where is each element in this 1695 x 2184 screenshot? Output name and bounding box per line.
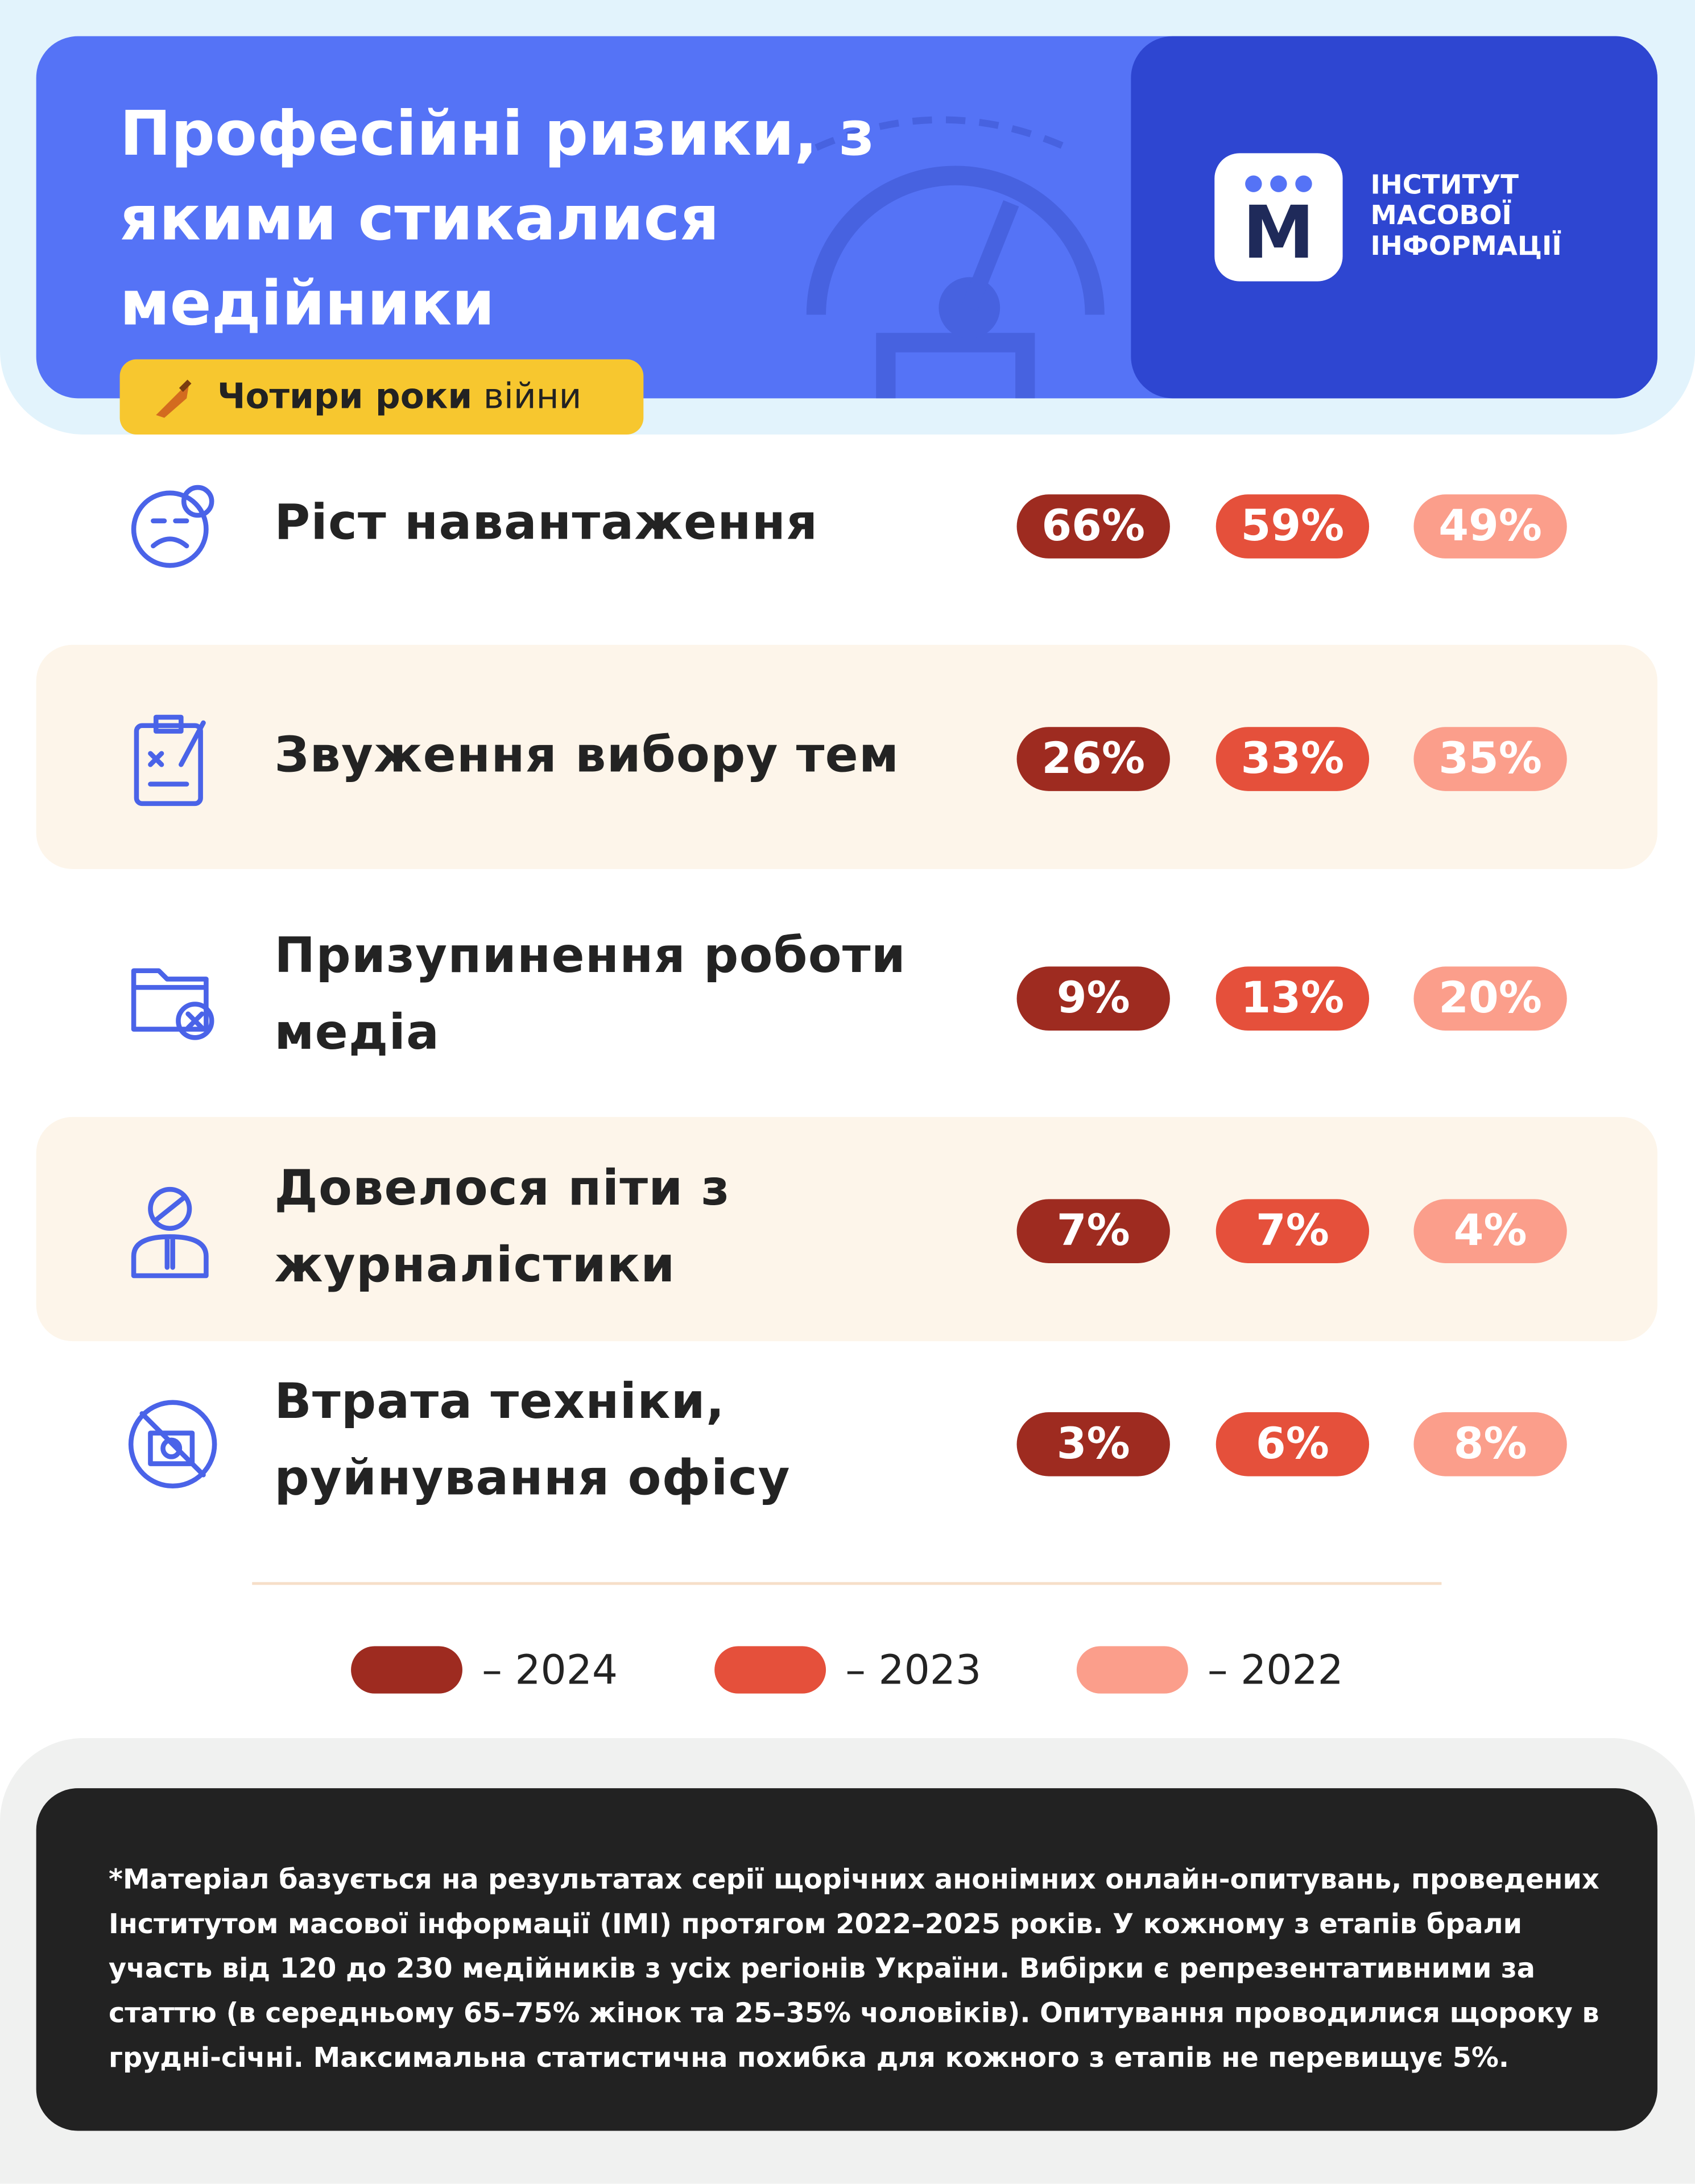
value-pill: 66%	[1016, 494, 1170, 559]
legend-swatch	[1076, 1646, 1188, 1694]
row-icon	[125, 712, 222, 814]
row-label: Ріст навантаження	[274, 495, 818, 551]
logo-line: ІНСТИТУТ	[1370, 169, 1519, 201]
badge-icon	[156, 379, 192, 418]
row-label: Звуження вибору тем	[274, 727, 900, 784]
value-pill: 6%	[1216, 1412, 1370, 1476]
value-pill: 7%	[1016, 1199, 1170, 1263]
logo-dots	[1245, 175, 1312, 192]
icon	[131, 968, 214, 1040]
footnote: *Матеріал базується на результатах серії…	[36, 1788, 1657, 2131]
row-label: Втрата техніки, руйнування офісу	[274, 1374, 791, 1507]
icon	[131, 485, 214, 568]
value-pill: 8%	[1413, 1412, 1567, 1476]
logo-letter: M	[1242, 192, 1315, 276]
row-background	[36, 1116, 1657, 1342]
value-pill: 7%	[1216, 1199, 1370, 1263]
row-icon	[125, 951, 222, 1054]
value-pill: 35%	[1413, 727, 1567, 791]
title: Професійні ризики, з якими стикалися мед…	[119, 98, 875, 340]
icon	[128, 1400, 217, 1489]
value-pill: 9%	[1016, 966, 1170, 1031]
badge-bold: Чотири роки	[217, 376, 473, 417]
value-pill: 13%	[1216, 966, 1370, 1031]
separator	[252, 1582, 1442, 1585]
logo-box	[1214, 153, 1343, 282]
logo-line: МАСОВОЇ	[1370, 200, 1512, 231]
row-icon	[125, 1184, 222, 1287]
value-pill: 20%	[1413, 966, 1567, 1031]
value-pill: 4%	[1413, 1199, 1567, 1263]
row-icon	[125, 479, 222, 582]
badge-normal: війни	[483, 376, 582, 417]
logo-text: ІНСТИТУТ МАСОВОЇ ІНФОРМАЦІЇ	[1371, 170, 1562, 262]
value-pill: 49%	[1413, 494, 1567, 559]
row-label: Довелося піти з журналістики	[274, 1161, 730, 1294]
header-illustration	[806, 116, 1105, 399]
icon	[131, 1186, 209, 1279]
legend-swatch	[351, 1646, 462, 1694]
value-pill: 59%	[1216, 494, 1370, 559]
icon	[134, 714, 206, 806]
legend-swatch	[714, 1646, 826, 1694]
legend-label: – 2023	[845, 1646, 982, 1694]
badge: Чотири роки війни	[119, 359, 644, 435]
value-pill: 26%	[1016, 727, 1170, 791]
row-label: Призупинення роботи медіа	[274, 929, 907, 1061]
logo-line: ІНФОРМАЦІЇ	[1370, 231, 1562, 262]
legend-label: – 2024	[482, 1646, 618, 1694]
legend-label: – 2022	[1208, 1646, 1343, 1694]
row-background	[36, 644, 1657, 869]
row-icon	[125, 1397, 222, 1500]
value-pill: 3%	[1016, 1412, 1170, 1476]
value-pill: 33%	[1216, 727, 1370, 791]
